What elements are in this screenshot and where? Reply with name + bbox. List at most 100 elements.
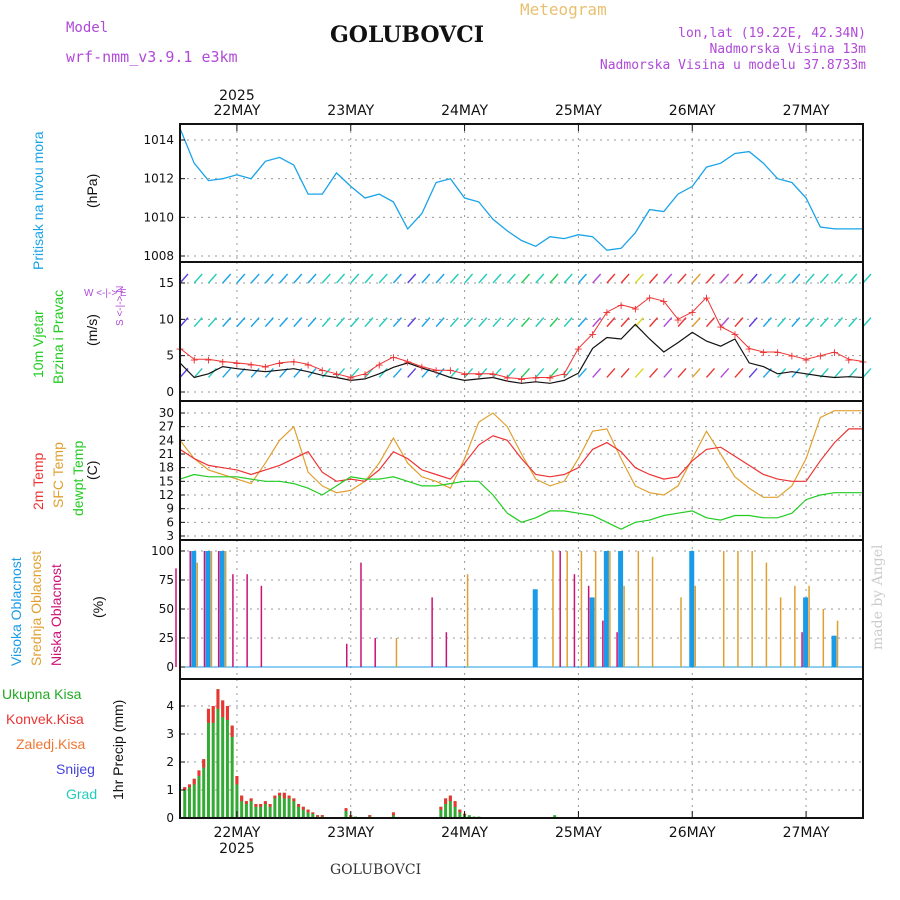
wind-barb	[563, 368, 573, 378]
wind-gust-point: +	[332, 368, 341, 381]
wind-barb	[407, 368, 417, 378]
wind-barb	[592, 368, 602, 378]
wind-barb	[478, 273, 488, 284]
precip-total-bar	[278, 792, 282, 818]
wind-gust-point: +	[688, 306, 697, 319]
wind-barb	[193, 273, 203, 284]
precip-total-bar	[453, 801, 457, 818]
cloud-tick-label: 0	[166, 660, 174, 674]
precip-total-bar	[444, 798, 448, 818]
pressure-tick-label: 1012	[143, 172, 174, 186]
wind-barb	[222, 273, 232, 284]
wind-barb	[805, 368, 815, 378]
wind-barb	[777, 317, 787, 328]
wind-barb	[207, 317, 217, 328]
wind-barb	[663, 273, 673, 284]
precip-conv-bar	[225, 706, 229, 720]
wind-gust-point: +	[403, 355, 412, 368]
wind-gust-point: +	[346, 371, 355, 384]
wind-barb	[748, 368, 758, 378]
precip-conv-bar	[292, 798, 296, 802]
wind-barb	[492, 273, 502, 284]
cloud-tick-label: 100	[151, 544, 174, 558]
wind-gust-point: +	[773, 346, 782, 359]
precip-total-bar	[230, 725, 234, 818]
wind-barb	[549, 317, 559, 328]
wind-gust-point: +	[645, 292, 654, 305]
precip-conv-bar	[244, 801, 248, 804]
precip-conv-bar	[316, 815, 320, 817]
wind-barb	[563, 273, 573, 284]
wind-gust-point: +	[218, 355, 227, 368]
wind-barb	[862, 273, 872, 284]
precip-total-bar	[448, 795, 452, 818]
wind-barb	[321, 317, 331, 328]
grid-layer	[180, 124, 863, 819]
temperature-tick-label: 24	[159, 433, 174, 447]
wind-barb	[734, 317, 744, 328]
wind-barb	[663, 317, 673, 328]
precip-tick-label: 1	[166, 783, 174, 797]
model-name: wrf-nmm_v3.9.1 e3km	[66, 48, 238, 66]
wind-barb	[649, 317, 659, 328]
wind-barb	[563, 317, 573, 328]
precip-conv-bar	[439, 806, 443, 810]
cloud-high-bar	[191, 551, 197, 667]
precip-total-bar	[553, 815, 557, 818]
wind-barb	[677, 317, 687, 328]
wind-gust-point: +	[631, 302, 640, 315]
wind-gust-point: +	[531, 371, 540, 384]
temperature-tick-label: 30	[159, 406, 174, 420]
wind-barb	[762, 317, 772, 328]
wind-barb	[307, 317, 317, 328]
wind-barb	[549, 273, 559, 284]
wind-barb	[762, 273, 772, 284]
wind-barb	[734, 368, 744, 378]
wind-barb	[720, 317, 730, 328]
precip-conv-bar	[391, 812, 395, 816]
wind-barb	[805, 273, 815, 284]
precip-total-bar	[225, 706, 229, 818]
wind-gust-point: +	[588, 328, 597, 341]
wind-gust-line	[179, 296, 864, 380]
precip-conv-bar	[183, 787, 187, 790]
precip-conv-bar	[268, 804, 272, 807]
wind-barb	[549, 368, 559, 378]
wind-barb	[435, 273, 445, 284]
wind-barb	[392, 317, 402, 328]
wind-barb	[620, 273, 630, 284]
wind-tick-label: 5	[166, 349, 174, 363]
precip-conv-bar	[306, 809, 310, 813]
wind-barb	[378, 273, 388, 284]
wind-gust-point: +	[730, 328, 739, 341]
wind-barb	[535, 273, 545, 284]
precip-total-bar	[216, 689, 220, 818]
wind-barb	[464, 317, 474, 328]
wind-barb	[478, 317, 488, 328]
wind-barb	[791, 368, 801, 378]
wind-barb	[777, 273, 787, 284]
label-layer: 1008101010121014051015369121518212427300…	[143, 88, 830, 857]
wind-gust-point: +	[275, 357, 284, 370]
precip-conv-bar	[278, 792, 282, 796]
wind-gust-point: +	[673, 313, 682, 326]
pressure-tick-label: 1014	[143, 133, 174, 147]
wind-gust-point: +	[716, 321, 725, 334]
temp-sfc-line	[179, 410, 863, 498]
precip-tick-label: 4	[166, 699, 174, 713]
top-date-label: 23MAY	[327, 103, 374, 119]
wind-gust-point: +	[616, 299, 625, 312]
wind-gust-point: +	[389, 351, 398, 364]
pressure-frame	[179, 123, 864, 263]
wind-barb	[392, 368, 402, 378]
model-label: Model	[66, 20, 109, 36]
wind-barb	[535, 368, 545, 378]
wind-gust-point: +	[745, 342, 754, 355]
precip-conv-bar	[221, 700, 225, 718]
precip-conv-bar	[301, 806, 305, 810]
wind-barb	[350, 368, 360, 378]
wind-barb	[819, 273, 829, 284]
wind-barb	[606, 317, 616, 328]
wind-barb	[620, 368, 630, 378]
